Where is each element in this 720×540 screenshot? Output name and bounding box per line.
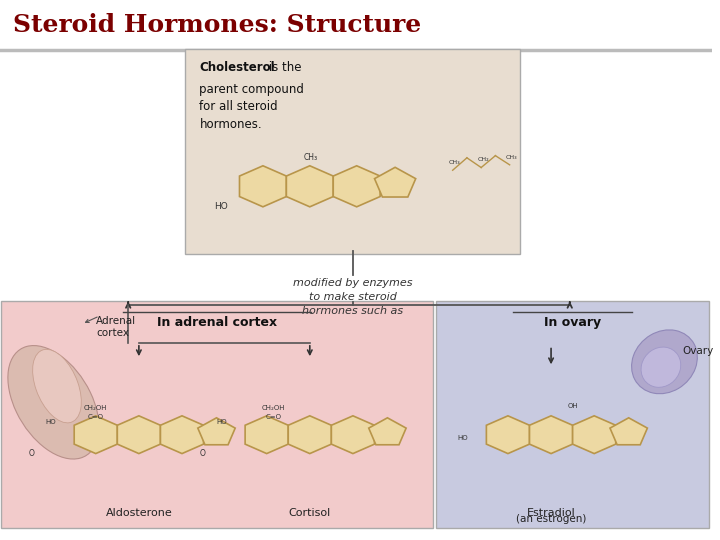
Text: OH: OH (567, 403, 578, 409)
Text: (an estrogen): (an estrogen) (516, 514, 586, 524)
FancyBboxPatch shape (1, 301, 433, 528)
Text: Ovary: Ovary (683, 346, 714, 356)
Text: Cholesterol: Cholesterol (199, 61, 275, 74)
Text: CH₂OH: CH₂OH (262, 406, 286, 411)
Text: C=O: C=O (88, 414, 104, 420)
Polygon shape (240, 166, 287, 207)
Text: CH₂: CH₂ (477, 157, 489, 162)
Polygon shape (333, 166, 380, 207)
Text: Estradiol: Estradiol (527, 508, 575, 518)
Text: In ovary: In ovary (544, 316, 601, 329)
Polygon shape (369, 418, 406, 445)
Polygon shape (487, 416, 529, 454)
Text: is the: is the (265, 61, 302, 74)
Text: CH₃: CH₃ (506, 156, 518, 160)
Text: Cortisol: Cortisol (289, 508, 331, 518)
Ellipse shape (32, 349, 81, 423)
Polygon shape (610, 418, 647, 445)
FancyBboxPatch shape (185, 49, 520, 254)
Text: HO: HO (217, 419, 227, 425)
Polygon shape (74, 416, 117, 454)
Text: HO: HO (214, 202, 228, 211)
Text: CH₂OH: CH₂OH (84, 406, 107, 411)
Polygon shape (288, 416, 331, 454)
Text: HO: HO (458, 435, 469, 441)
Text: CH₃: CH₃ (304, 153, 318, 163)
Polygon shape (374, 167, 415, 197)
Ellipse shape (8, 346, 99, 459)
Text: CH₃: CH₃ (449, 160, 461, 165)
Polygon shape (161, 416, 204, 454)
Ellipse shape (631, 330, 698, 394)
Text: Steroid Hormones: Structure: Steroid Hormones: Structure (13, 14, 421, 37)
Text: In adrenal cortex: In adrenal cortex (157, 316, 277, 329)
Ellipse shape (641, 347, 680, 387)
Polygon shape (245, 416, 288, 454)
Polygon shape (529, 416, 572, 454)
FancyBboxPatch shape (436, 301, 709, 528)
Text: O: O (28, 449, 35, 458)
Text: modified by enzymes
to make steroid
hormones such as: modified by enzymes to make steroid horm… (293, 278, 413, 316)
Polygon shape (117, 416, 161, 454)
Text: HO: HO (45, 419, 56, 425)
Text: O: O (199, 449, 205, 458)
Polygon shape (198, 418, 235, 445)
Text: C=O: C=O (266, 414, 282, 420)
Polygon shape (287, 166, 333, 207)
Text: Adrenal
cortex: Adrenal cortex (96, 316, 136, 338)
Text: Aldosterone: Aldosterone (106, 508, 172, 518)
Polygon shape (572, 416, 616, 454)
Text: parent compound
for all steroid
hormones.: parent compound for all steroid hormones… (199, 83, 305, 131)
Polygon shape (331, 416, 374, 454)
